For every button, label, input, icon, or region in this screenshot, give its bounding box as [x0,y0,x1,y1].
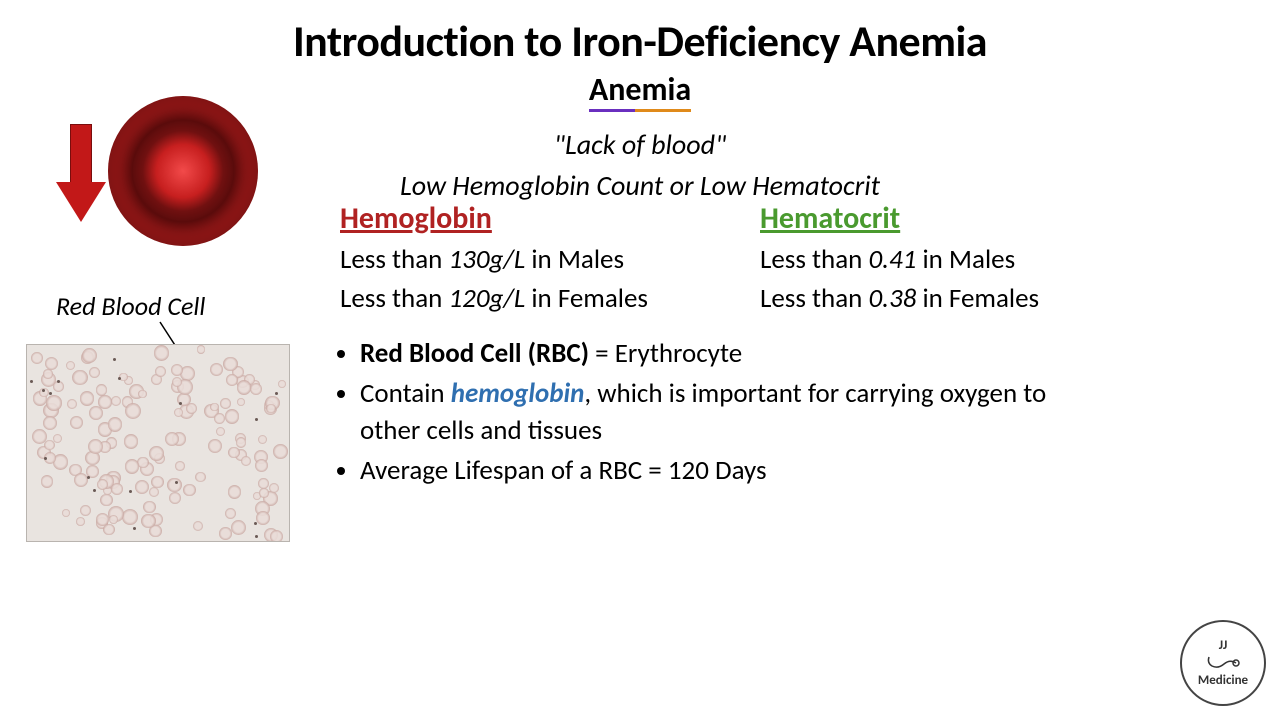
rbc-label: Red Blood Cell [56,290,205,322]
bullet-lifespan: Average Lifespan of a RBC = 120 Days [360,453,1090,489]
hematocrit-heading: Hematocrit [760,200,1120,237]
hgb-female-value: 120g/L [448,282,525,315]
text: Less than [760,282,868,315]
bullet-list: Red Blood Cell (RBC) = Erythrocyte Conta… [330,336,1090,494]
jj-medicine-logo: JJ Medicine [1180,620,1266,706]
red-blood-cell-icon [108,96,258,246]
logo-line2: Medicine [1198,674,1248,687]
text: Less than [340,243,448,276]
hematocrit-column: Hematocrit Less than 0.41 in Males Less … [760,200,1120,315]
text: Contain [360,377,451,410]
hemoglobin-heading: Hemoglobin [340,200,700,237]
bullet-rbc-erythrocyte: Red Blood Cell (RBC) = Erythrocyte [360,336,1090,372]
hct-female-value: 0.38 [868,282,916,315]
threshold-columns: Hemoglobin Less than 130g/L in Males Les… [340,200,1120,315]
hgb-male-value: 130g/L [448,243,525,276]
text: in Females [525,282,648,315]
text: in Females [916,282,1039,315]
hgb-male-line: Less than 130g/L in Males [340,243,700,276]
rbc-bold-text: Red Blood Cell (RBC) [360,337,589,370]
text: Less than [760,243,868,276]
hct-female-line: Less than 0.38 in Females [760,282,1120,315]
bullet-hemoglobin: Contain hemoglobin, which is important f… [360,376,1090,449]
hemoglobin-word: hemoglobin [451,377,585,410]
text: = Erythrocyte [589,337,742,370]
rbc-icon-group [60,96,280,246]
text: Less than [340,282,448,315]
subtitle-anemia: Anemia [589,70,691,109]
stethoscope-icon [1206,654,1240,672]
text: in Males [525,243,624,276]
hct-male-value: 0.41 [868,243,916,276]
logo-line1: JJ [1219,639,1228,652]
hemoglobin-column: Hemoglobin Less than 130g/L in Males Les… [340,200,700,315]
blood-smear-image [26,344,290,542]
hct-male-line: Less than 0.41 in Males [760,243,1120,276]
page-title: Introduction to Iron-Deficiency Anemia [0,0,1280,68]
text: in Males [916,243,1015,276]
hgb-female-line: Less than 120g/L in Females [340,282,700,315]
down-arrow-icon [60,124,102,224]
